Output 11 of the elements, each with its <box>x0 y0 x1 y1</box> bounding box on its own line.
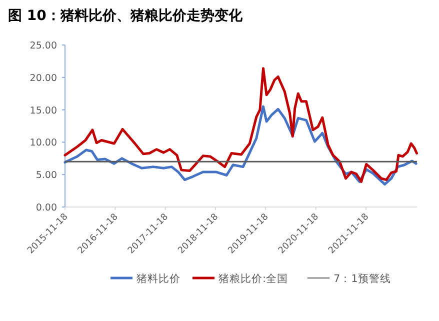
y-tick-label: 0.00 <box>36 202 57 214</box>
legend-label: 猪料比价 <box>136 272 180 285</box>
legend-label: 7：1预警线 <box>334 272 391 285</box>
y-tick-label: 15.00 <box>30 105 57 116</box>
y-tick-label: 10.00 <box>30 138 57 149</box>
y-tick-label: 20.00 <box>30 72 57 84</box>
chart-title: 图 10：猪料比价、猪粮比价走势变化 <box>8 7 244 24</box>
y-tick-label: 5.00 <box>36 170 57 182</box>
legend-label: 猪粮比价:全国 <box>218 272 288 285</box>
y-tick-label: 25.00 <box>30 40 57 52</box>
line-series <box>64 67 418 183</box>
